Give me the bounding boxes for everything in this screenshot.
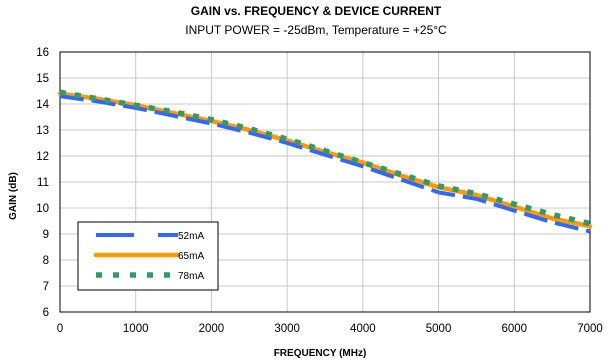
y-tick-label: 11 <box>37 177 49 189</box>
x-tick-label: 0 <box>57 323 63 335</box>
y-tick-label: 9 <box>43 229 49 241</box>
legend-label: 78mA <box>178 271 204 282</box>
x-axis-ticks: 0 1000 2000 3000 4000 5000 6000 7000 <box>57 323 603 335</box>
x-tick-label: 3000 <box>274 323 300 335</box>
legend-label: 65mA <box>178 251 204 262</box>
series-line-52mA <box>59 94 591 234</box>
series-layer <box>57 89 593 234</box>
x-tick-label: 2000 <box>199 323 225 335</box>
y-tick-label: 6 <box>43 307 49 319</box>
y-tick-label: 12 <box>36 151 49 163</box>
x-tick-label: 5000 <box>426 323 452 335</box>
y-tick-label: 16 <box>36 47 49 59</box>
y-tick-label: 14 <box>36 99 49 111</box>
chart-subtitle: INPUT POWER = -25dBm, Temperature = +25°… <box>185 23 447 37</box>
plot-area <box>59 51 591 313</box>
series-line-78mA <box>59 89 591 227</box>
y-tick-label: 7 <box>43 281 49 293</box>
legend: 52mA 65mA 78mA <box>77 221 219 291</box>
y-tick-label: 13 <box>36 125 49 137</box>
legend-label: 52mA <box>178 231 204 242</box>
y-tick-label: 8 <box>43 255 49 267</box>
series-line-65mA <box>57 91 593 229</box>
chart-title: GAIN vs. FREQUENCY & DEVICE CURRENT <box>191 4 442 18</box>
y-tick-label: 15 <box>36 73 49 85</box>
x-tick-label: 7000 <box>577 323 603 335</box>
x-tick-label: 1000 <box>123 323 149 335</box>
y-axis-ticks: 6 7 8 9 10 11 12 13 14 15 16 <box>36 47 49 319</box>
x-axis-label: FREQUENCY (MHz) <box>274 348 367 359</box>
x-tick-label: 6000 <box>501 323 527 335</box>
x-tick-label: 4000 <box>350 323 376 335</box>
y-axis-label: GAIN (dB) <box>8 172 19 220</box>
y-tick-label: 10 <box>36 203 49 215</box>
